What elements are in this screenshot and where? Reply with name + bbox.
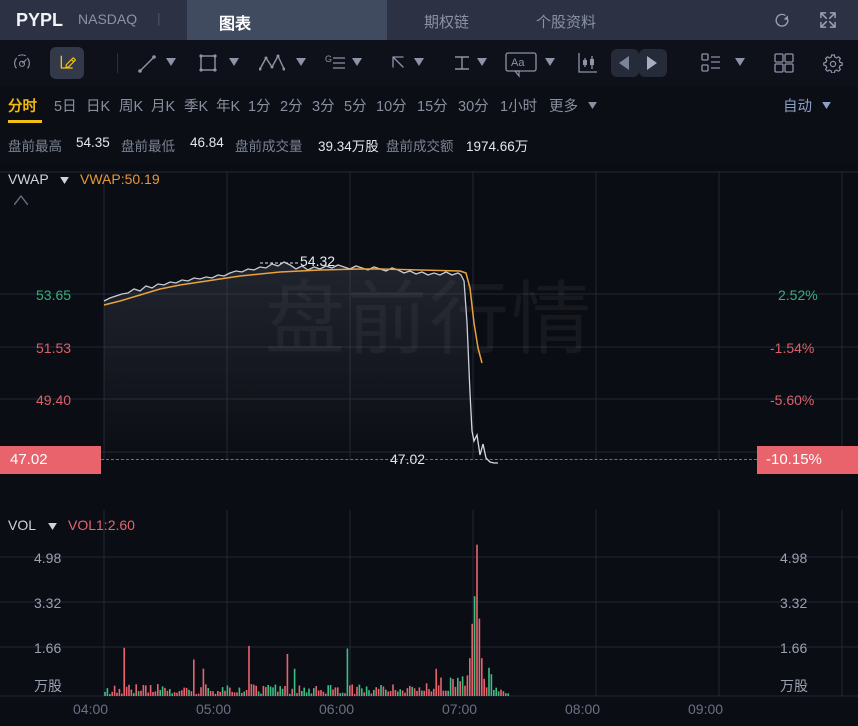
svg-text:G: G: [325, 54, 332, 64]
svg-text:Aa: Aa: [511, 57, 525, 69]
